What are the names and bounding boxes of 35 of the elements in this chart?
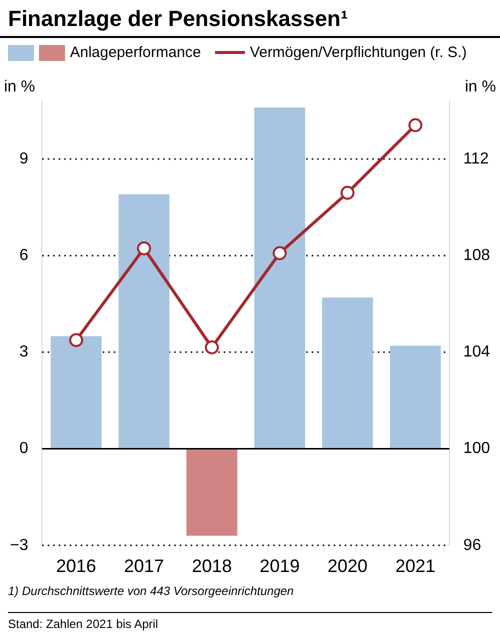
- bar: [118, 194, 170, 449]
- point: [272, 246, 287, 260]
- y-tick-label: 3: [19, 344, 28, 361]
- point: [137, 241, 152, 256]
- bar: [322, 297, 373, 449]
- text: Stand: Zahlen 2021 bis April: [8, 616, 160, 631]
- bar: [186, 448, 238, 536]
- x-tick-label: 2017: [124, 556, 164, 576]
- x-tick-label: 2016: [56, 556, 96, 576]
- bar: [254, 107, 306, 449]
- y-tick-label: 9: [19, 150, 28, 168]
- y-tick-label: 0: [19, 440, 28, 458]
- y2-tick-label: 96: [463, 536, 482, 554]
- y2-tick-label: 100: [463, 440, 490, 458]
- y-axis-title: in %: [4, 78, 36, 96]
- y2-tick-label: 104: [463, 344, 490, 361]
- point: [69, 333, 84, 348]
- point: [408, 118, 422, 132]
- y2-axis-title: in %: [464, 78, 496, 96]
- point: [204, 340, 219, 354]
- bar: [50, 336, 102, 449]
- point: [340, 186, 355, 200]
- x-tick-label: 2020: [328, 556, 368, 576]
- x-tick-label: 2018: [192, 556, 232, 576]
- x-tick-label: 2019: [260, 556, 300, 576]
- bar: [390, 346, 441, 449]
- text: 1) Durchschnittswerte von 443 Vorsorgeeinrichtungen: [8, 581, 492, 613]
- y2-tick-label: 108: [463, 246, 490, 264]
- y-tick-label: 6: [19, 246, 28, 264]
- chart-title: Finanzlage der Pensionskassen¹: [0, 0, 500, 38]
- y2-tick-label: 112: [463, 150, 489, 168]
- legend-label: Anlageperformance: [70, 44, 201, 61]
- legend-label: Vermögen/Verpflichtungen (r. S.): [250, 44, 467, 61]
- x-tick-label: 2021: [395, 556, 436, 576]
- y-tick-label: −3: [10, 536, 28, 554]
